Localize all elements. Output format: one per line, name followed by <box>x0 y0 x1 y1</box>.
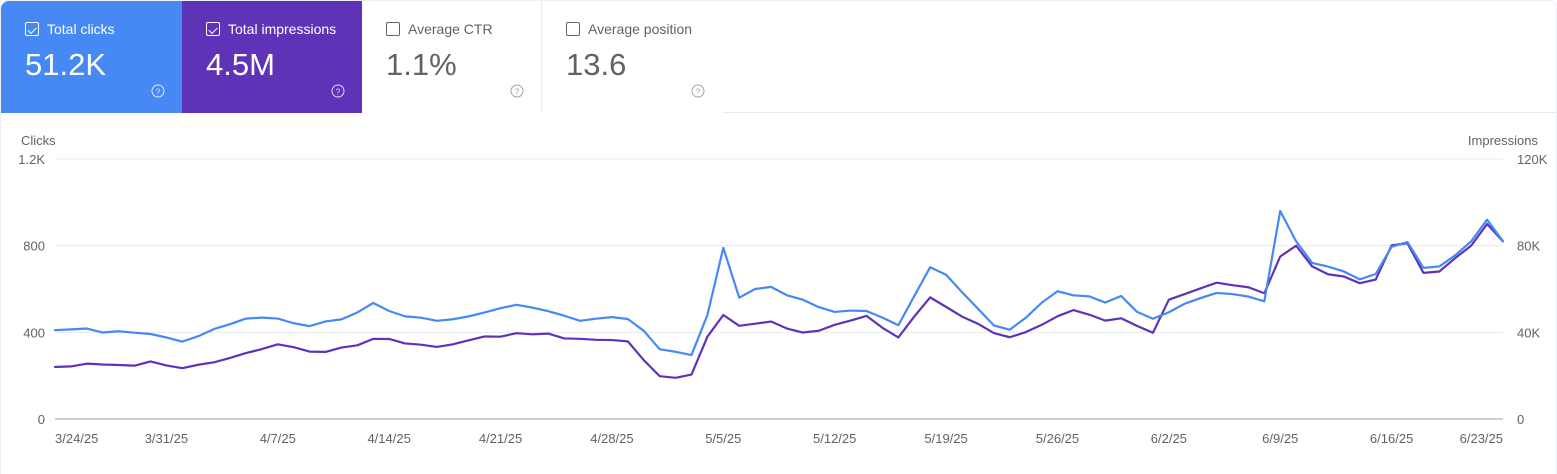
svg-text:5/12/25: 5/12/25 <box>813 431 856 446</box>
svg-text:4/21/25: 4/21/25 <box>479 431 522 446</box>
svg-text:5/19/25: 5/19/25 <box>924 431 967 446</box>
svg-text:0: 0 <box>38 412 45 427</box>
svg-text:6/9/25: 6/9/25 <box>1262 431 1298 446</box>
svg-text:120K: 120K <box>1517 152 1548 167</box>
svg-text:800: 800 <box>23 239 45 254</box>
svg-text:40K: 40K <box>1517 325 1540 340</box>
svg-text:6/2/25: 6/2/25 <box>1151 431 1187 446</box>
svg-text:1.2K: 1.2K <box>18 152 45 167</box>
svg-text:3/31/25: 3/31/25 <box>145 431 188 446</box>
svg-text:6/23/25: 6/23/25 <box>1460 431 1503 446</box>
svg-text:5/26/25: 5/26/25 <box>1036 431 1079 446</box>
svg-text:400: 400 <box>23 325 45 340</box>
svg-text:3/24/25: 3/24/25 <box>55 431 98 446</box>
svg-text:6/16/25: 6/16/25 <box>1370 431 1413 446</box>
svg-text:Clicks: Clicks <box>21 135 56 148</box>
svg-text:0: 0 <box>1517 412 1524 427</box>
svg-text:4/28/25: 4/28/25 <box>590 431 633 446</box>
svg-text:?: ? <box>156 87 161 96</box>
svg-text:4/14/25: 4/14/25 <box>367 431 410 446</box>
svg-text:Impressions: Impressions <box>1468 135 1539 148</box>
svg-text:4/7/25: 4/7/25 <box>260 431 296 446</box>
svg-text:?: ? <box>696 87 701 96</box>
svg-text:?: ? <box>515 87 520 96</box>
svg-text:80K: 80K <box>1517 239 1540 254</box>
svg-text:?: ? <box>336 87 341 96</box>
svg-text:5/5/25: 5/5/25 <box>705 431 741 446</box>
